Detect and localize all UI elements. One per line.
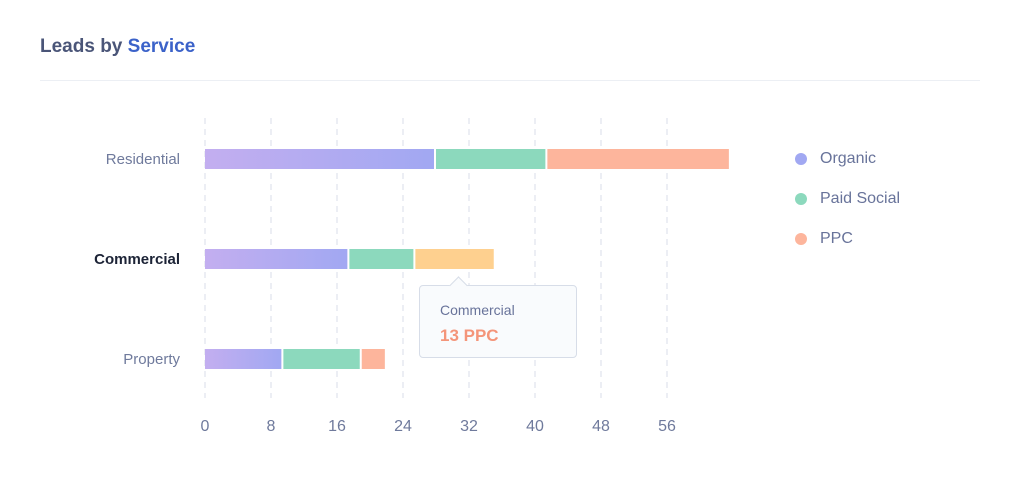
- chart-title-accent: Service: [127, 36, 196, 57]
- y-label-commercial: Commercial: [94, 251, 180, 268]
- tooltip-category: Commercial: [440, 302, 515, 318]
- legend-item-ppc[interactable]: PPC: [795, 228, 900, 250]
- bar-property-paid-social: [283, 349, 360, 369]
- bar-commercial-ppc: [415, 249, 494, 269]
- legend-label-ppc: PPC: [820, 230, 853, 247]
- y-label-property: Property: [123, 351, 180, 368]
- x-tick-label-40: 40: [526, 418, 544, 435]
- bar-residential-organic: [205, 149, 434, 169]
- x-tick-label-16: 16: [328, 418, 346, 435]
- legend-item-organic[interactable]: Organic: [795, 148, 900, 170]
- legend-dot-ppc: [795, 233, 807, 245]
- x-tick-label-48: 48: [592, 418, 610, 435]
- legend-label-paid-social: Paid Social: [820, 190, 901, 207]
- legend-dot-organic: [795, 153, 807, 165]
- header-divider: [40, 80, 980, 81]
- x-tick-label-0: 0: [201, 418, 210, 435]
- chart-title-prefix: Leads by: [40, 36, 123, 57]
- bar-property-organic: [205, 349, 282, 369]
- chart-legend: Organic Paid Social PPC: [795, 148, 900, 268]
- x-tick-label-24: 24: [394, 418, 412, 435]
- bar-commercial-organic: [205, 249, 348, 269]
- x-tick-label-56: 56: [658, 418, 676, 435]
- y-label-residential: Residential: [106, 151, 180, 168]
- bar-residential-ppc: [547, 149, 729, 169]
- x-tick-label-8: 8: [267, 418, 276, 435]
- legend-dot-paid-social: [795, 193, 807, 205]
- x-tick-label-32: 32: [460, 418, 478, 435]
- chart-title: Leads by Service: [40, 36, 195, 58]
- tooltip-value: 13 PPC: [440, 326, 499, 345]
- bar-commercial-paid-social: [349, 249, 414, 269]
- bar-residential-paid-social: [436, 149, 546, 169]
- chart-tooltip: Commercial 13 PPC: [419, 276, 577, 358]
- legend-item-paid-social[interactable]: Paid Social: [795, 188, 900, 210]
- bar-property-ppc: [361, 349, 385, 369]
- legend-label-organic: Organic: [820, 150, 877, 167]
